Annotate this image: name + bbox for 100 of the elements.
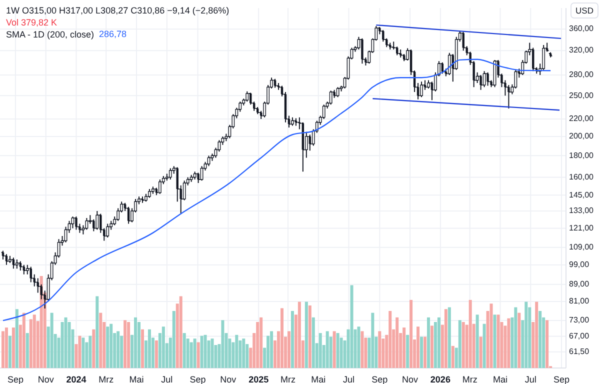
x-tick-label: Mrz xyxy=(98,374,114,384)
y-tick-label: 73,00 xyxy=(569,316,590,325)
bar xyxy=(110,324,113,368)
bar xyxy=(88,336,92,368)
bar xyxy=(406,334,410,368)
bar xyxy=(162,326,165,368)
bar xyxy=(64,317,68,368)
bar xyxy=(402,328,406,368)
bar xyxy=(22,312,26,368)
candlestick xyxy=(85,217,88,230)
candlestick xyxy=(532,47,534,72)
x-tick-label: Mrz xyxy=(462,374,478,384)
bar xyxy=(410,300,413,368)
bar xyxy=(430,326,434,368)
bar xyxy=(546,320,549,368)
y-tick-label: 160,00 xyxy=(569,172,594,182)
chart-title: 1W O315,00 H317,00 L308,27 C310,86 −9,14 (−2,86%) xyxy=(6,5,230,16)
bar xyxy=(451,346,454,368)
x-tick-label: 2024 xyxy=(66,374,86,384)
x-tick-label: Nov xyxy=(38,374,54,384)
candlestick xyxy=(75,216,78,230)
bar xyxy=(458,320,462,368)
bar xyxy=(204,334,207,368)
y-tick-label: 360,00 xyxy=(569,24,594,34)
bar xyxy=(1,331,4,368)
annotation: Vol 379,82 K xyxy=(6,17,58,28)
x-tick-label: Jul xyxy=(161,374,173,384)
y-tick-label: 133,00 xyxy=(569,206,594,216)
bar xyxy=(357,326,360,368)
bar xyxy=(371,312,374,368)
bar xyxy=(78,336,82,368)
bar xyxy=(462,322,465,368)
candlestick xyxy=(336,86,340,98)
candlestick xyxy=(193,171,196,180)
candlestick xyxy=(246,90,249,102)
candlestick xyxy=(96,210,99,230)
bar xyxy=(493,314,496,368)
text: SMA - 1D (200, close) xyxy=(6,29,94,40)
candlestick xyxy=(548,52,553,58)
candlestick xyxy=(462,32,464,52)
candlestick xyxy=(486,72,489,86)
y-tick-label: 180,00 xyxy=(569,150,594,160)
bar xyxy=(479,336,482,368)
bar xyxy=(4,328,8,368)
x-tick-label: Mai xyxy=(129,374,144,384)
candlestick xyxy=(291,116,294,126)
bar xyxy=(116,331,120,368)
bar xyxy=(312,317,315,368)
bar xyxy=(468,300,472,368)
bar xyxy=(26,333,29,368)
x-tick-label: Sep xyxy=(372,374,388,384)
x-tick-label: Mrz xyxy=(280,374,296,384)
x-tick-label: Sep xyxy=(190,374,206,384)
candlestick xyxy=(361,38,364,64)
candlestick xyxy=(480,74,482,90)
bar xyxy=(482,324,486,368)
candlestick xyxy=(168,168,172,180)
bar xyxy=(426,317,430,368)
bar xyxy=(290,310,294,368)
candlestick xyxy=(158,179,162,194)
bar xyxy=(448,307,451,368)
x-tick-label: Mai xyxy=(311,374,326,384)
bar xyxy=(172,310,176,368)
bar xyxy=(416,326,420,368)
y-tick-label: 280,00 xyxy=(569,70,594,80)
bar xyxy=(242,338,246,368)
bar xyxy=(326,331,329,368)
candlestick xyxy=(190,174,193,182)
x-tick-label: Nov xyxy=(220,374,237,384)
bar xyxy=(32,314,36,368)
bar xyxy=(96,296,99,368)
candlestick xyxy=(30,266,32,283)
bar xyxy=(12,328,15,368)
bar xyxy=(444,309,448,368)
bar xyxy=(221,320,224,368)
y-tick-label: 89,00 xyxy=(569,279,590,288)
bar xyxy=(514,307,518,368)
candlestick xyxy=(92,218,95,232)
bar xyxy=(378,331,382,368)
x-tick-label: Jul xyxy=(343,374,355,384)
bar xyxy=(92,329,96,368)
candlestick xyxy=(12,257,15,270)
candlestick xyxy=(329,90,332,106)
bar xyxy=(148,329,151,368)
y-tick-label: 145,00 xyxy=(569,190,594,200)
bar xyxy=(287,331,290,368)
x-tick-label: Mai xyxy=(492,374,508,384)
bar xyxy=(50,312,54,368)
bar xyxy=(179,296,182,368)
y-tick-label: 200,00 xyxy=(569,132,594,141)
bar xyxy=(124,320,127,368)
bar xyxy=(99,312,102,368)
x-tick-label: 2025 xyxy=(248,374,269,384)
bar xyxy=(360,331,364,368)
bar xyxy=(476,314,479,368)
bar xyxy=(388,310,392,368)
bar xyxy=(210,338,214,368)
candlestick xyxy=(144,193,148,202)
candlestick xyxy=(148,188,151,198)
candlestick xyxy=(420,81,423,98)
